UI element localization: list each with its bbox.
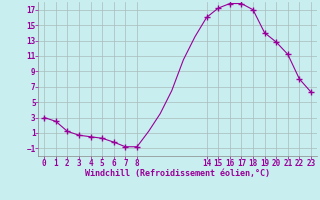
- X-axis label: Windchill (Refroidissement éolien,°C): Windchill (Refroidissement éolien,°C): [85, 169, 270, 178]
